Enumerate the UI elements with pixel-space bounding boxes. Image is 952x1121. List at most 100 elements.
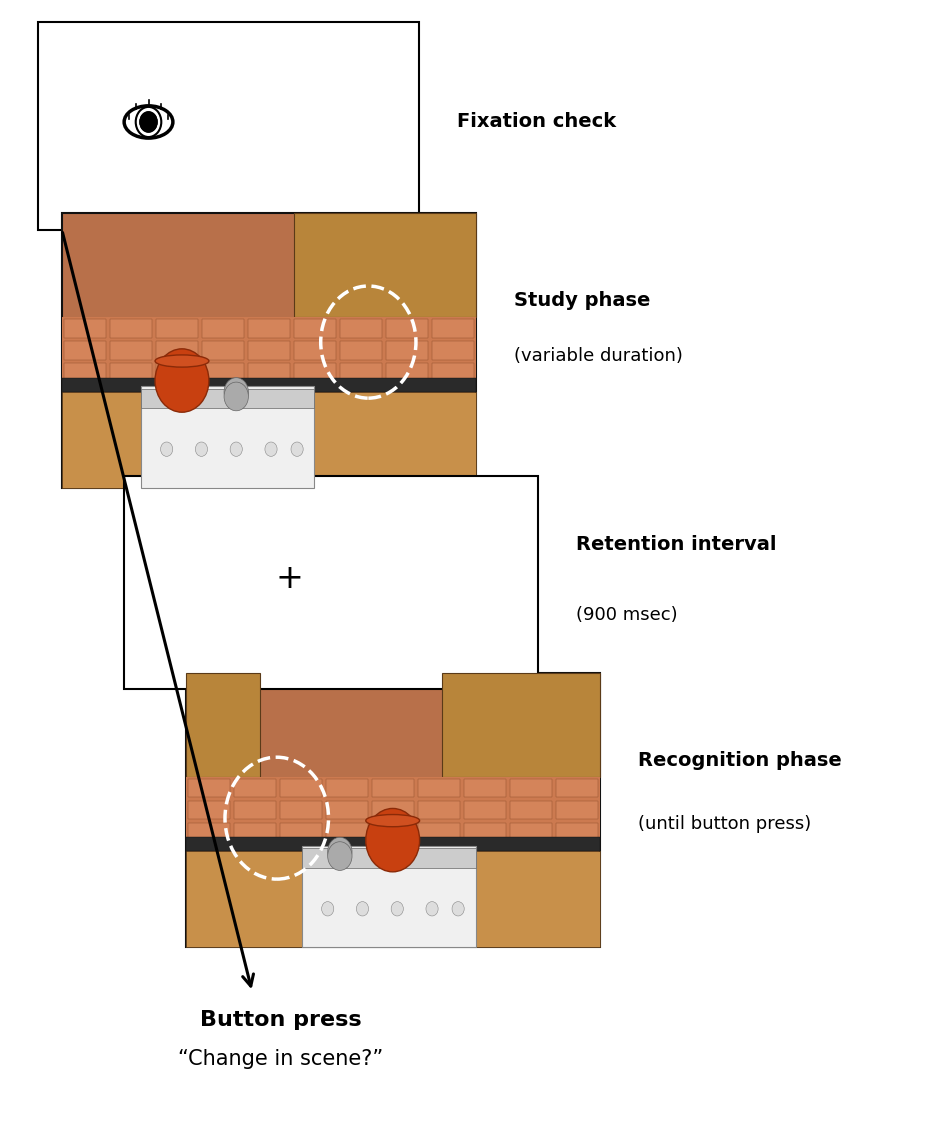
FancyBboxPatch shape <box>186 777 600 843</box>
Circle shape <box>195 442 208 456</box>
Circle shape <box>167 382 191 410</box>
Circle shape <box>230 442 243 456</box>
FancyBboxPatch shape <box>156 363 198 381</box>
FancyBboxPatch shape <box>509 823 552 841</box>
Ellipse shape <box>155 355 208 367</box>
Text: Button press: Button press <box>200 1010 362 1030</box>
FancyBboxPatch shape <box>248 363 290 381</box>
Circle shape <box>161 442 172 456</box>
FancyBboxPatch shape <box>371 800 414 819</box>
FancyBboxPatch shape <box>371 823 414 841</box>
FancyBboxPatch shape <box>188 823 229 841</box>
FancyBboxPatch shape <box>186 837 600 851</box>
Circle shape <box>140 112 157 132</box>
FancyBboxPatch shape <box>294 319 336 337</box>
Text: Retention interval: Retention interval <box>576 535 777 554</box>
FancyBboxPatch shape <box>556 823 598 841</box>
Text: Recognition phase: Recognition phase <box>638 751 842 770</box>
FancyBboxPatch shape <box>233 823 276 841</box>
FancyBboxPatch shape <box>432 363 474 381</box>
FancyBboxPatch shape <box>280 800 322 819</box>
FancyBboxPatch shape <box>432 319 474 337</box>
FancyBboxPatch shape <box>248 319 290 337</box>
Circle shape <box>224 378 248 407</box>
FancyBboxPatch shape <box>109 363 152 381</box>
Circle shape <box>155 349 208 413</box>
Ellipse shape <box>366 815 420 826</box>
FancyBboxPatch shape <box>62 391 476 488</box>
FancyBboxPatch shape <box>188 800 229 819</box>
FancyBboxPatch shape <box>340 319 382 337</box>
FancyBboxPatch shape <box>432 341 474 360</box>
FancyBboxPatch shape <box>326 779 367 797</box>
Circle shape <box>391 901 404 916</box>
FancyBboxPatch shape <box>340 363 382 381</box>
FancyBboxPatch shape <box>109 319 152 337</box>
FancyBboxPatch shape <box>186 673 260 777</box>
FancyBboxPatch shape <box>443 673 600 777</box>
FancyBboxPatch shape <box>464 800 506 819</box>
Text: (900 msec): (900 msec) <box>576 605 678 624</box>
Circle shape <box>426 901 438 916</box>
Ellipse shape <box>124 105 173 138</box>
Text: +: + <box>275 562 304 595</box>
Circle shape <box>327 842 352 870</box>
FancyBboxPatch shape <box>371 779 414 797</box>
FancyBboxPatch shape <box>62 213 476 488</box>
FancyBboxPatch shape <box>302 845 476 947</box>
FancyBboxPatch shape <box>302 849 476 868</box>
FancyBboxPatch shape <box>509 779 552 797</box>
Circle shape <box>291 442 303 456</box>
FancyBboxPatch shape <box>418 800 460 819</box>
FancyBboxPatch shape <box>186 673 600 947</box>
Text: “Change in scene?”: “Change in scene?” <box>178 1049 384 1069</box>
FancyBboxPatch shape <box>418 823 460 841</box>
FancyBboxPatch shape <box>280 779 322 797</box>
FancyBboxPatch shape <box>294 341 336 360</box>
Text: Fixation check: Fixation check <box>457 112 616 131</box>
FancyBboxPatch shape <box>294 213 476 317</box>
FancyBboxPatch shape <box>202 341 244 360</box>
Circle shape <box>265 442 277 456</box>
Text: (until button press): (until button press) <box>638 815 811 833</box>
FancyBboxPatch shape <box>156 341 198 360</box>
FancyBboxPatch shape <box>186 851 600 947</box>
FancyBboxPatch shape <box>280 823 322 841</box>
FancyBboxPatch shape <box>233 779 276 797</box>
FancyBboxPatch shape <box>294 363 336 381</box>
FancyBboxPatch shape <box>556 779 598 797</box>
FancyBboxPatch shape <box>109 341 152 360</box>
Circle shape <box>322 901 334 916</box>
Circle shape <box>167 378 191 407</box>
FancyBboxPatch shape <box>233 800 276 819</box>
Text: (variable duration): (variable duration) <box>514 346 683 364</box>
Circle shape <box>452 901 465 916</box>
FancyBboxPatch shape <box>326 823 367 841</box>
FancyBboxPatch shape <box>509 800 552 819</box>
FancyBboxPatch shape <box>556 800 598 819</box>
FancyBboxPatch shape <box>326 800 367 819</box>
Circle shape <box>140 112 157 132</box>
FancyBboxPatch shape <box>464 779 506 797</box>
FancyBboxPatch shape <box>141 386 314 488</box>
Circle shape <box>136 106 161 137</box>
Text: Study phase: Study phase <box>514 291 650 311</box>
Circle shape <box>224 382 248 410</box>
FancyBboxPatch shape <box>248 341 290 360</box>
FancyBboxPatch shape <box>386 341 428 360</box>
FancyBboxPatch shape <box>340 341 382 360</box>
FancyBboxPatch shape <box>64 363 106 381</box>
FancyBboxPatch shape <box>64 319 106 337</box>
Circle shape <box>356 901 368 916</box>
FancyBboxPatch shape <box>141 389 314 408</box>
FancyBboxPatch shape <box>202 319 244 337</box>
FancyBboxPatch shape <box>64 341 106 360</box>
FancyBboxPatch shape <box>202 363 244 381</box>
FancyBboxPatch shape <box>156 319 198 337</box>
FancyBboxPatch shape <box>464 823 506 841</box>
FancyBboxPatch shape <box>418 779 460 797</box>
FancyBboxPatch shape <box>62 378 476 391</box>
FancyBboxPatch shape <box>386 363 428 381</box>
FancyBboxPatch shape <box>386 319 428 337</box>
Circle shape <box>385 837 409 867</box>
